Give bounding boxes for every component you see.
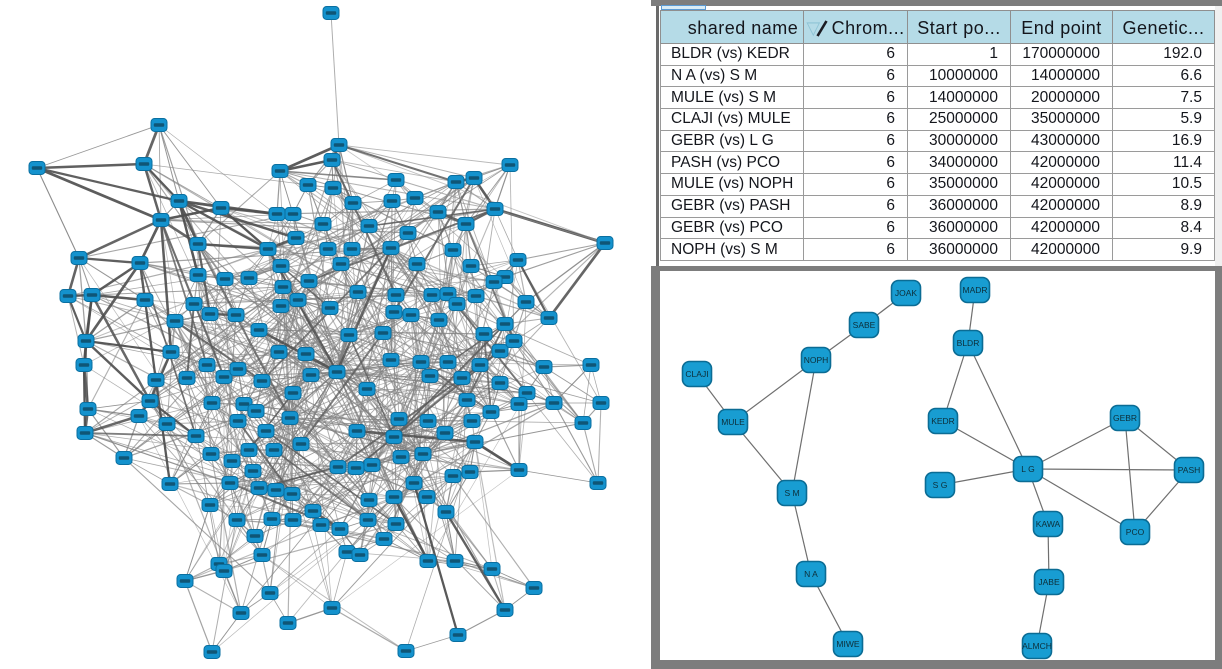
svg-text:PASH: PASH (1178, 465, 1201, 475)
svg-text:KAWA: KAWA (1036, 519, 1061, 529)
svg-text:N A: N A (804, 569, 818, 579)
svg-text:S M: S M (784, 488, 799, 498)
svg-text:NOPH: NOPH (804, 355, 829, 365)
svg-text:PCO: PCO (1126, 527, 1145, 537)
svg-text:KEDR: KEDR (931, 416, 955, 426)
svg-text:MULE: MULE (721, 417, 745, 427)
svg-text:GEBR: GEBR (1113, 413, 1137, 423)
svg-text:ALMCH: ALMCH (1022, 641, 1052, 651)
svg-text:CLAJI: CLAJI (685, 369, 708, 379)
svg-text:MADR: MADR (962, 285, 987, 295)
svg-text:L G: L G (1021, 464, 1034, 474)
svg-text:MIWE: MIWE (836, 639, 859, 649)
svg-text:JABE: JABE (1038, 577, 1060, 587)
svg-text:S G: S G (933, 480, 948, 490)
svg-text:BLDR: BLDR (957, 338, 980, 348)
svg-text:JOAK: JOAK (895, 288, 918, 298)
svg-text:SABE: SABE (853, 320, 876, 330)
